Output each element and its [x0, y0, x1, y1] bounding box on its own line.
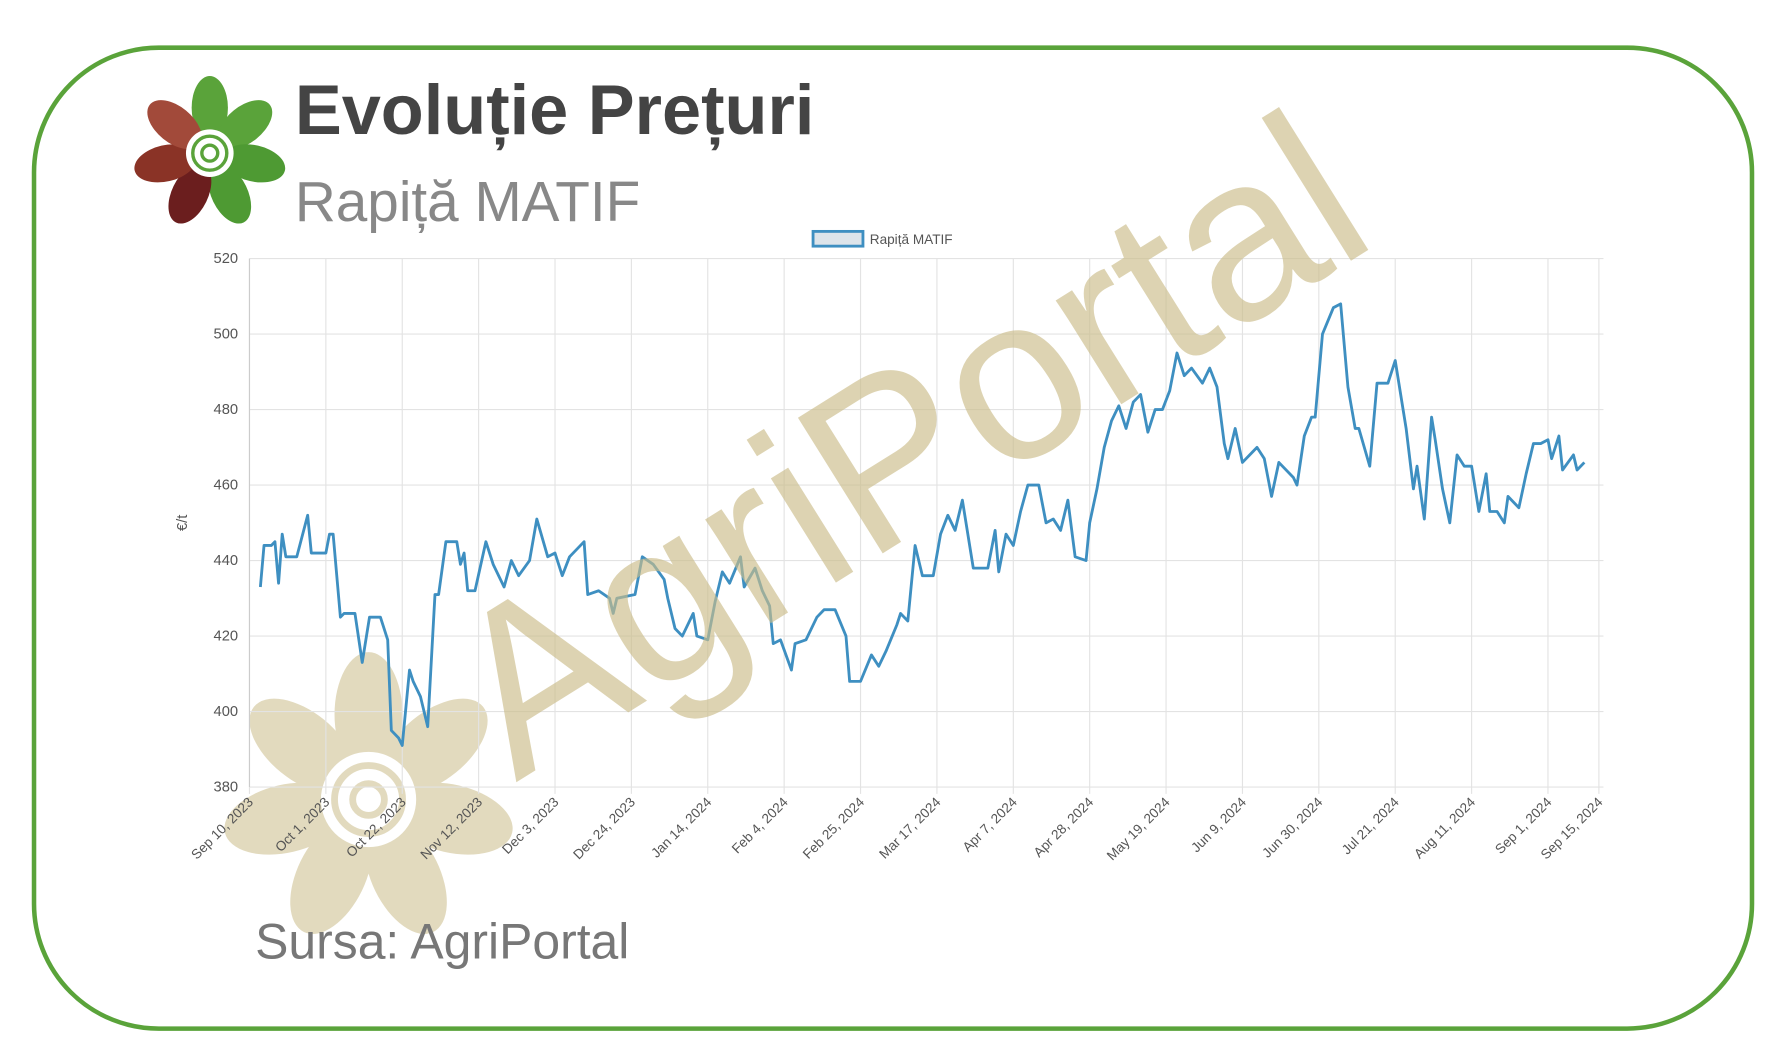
logo [134, 76, 286, 224]
y-axis-label: €/t [175, 515, 191, 531]
legend-label: Rapiță MATIF [870, 232, 953, 247]
source: Sursa: AgriPortal [255, 913, 629, 969]
y-tick-label: 520 [214, 251, 239, 267]
y-tick-label: 400 [214, 704, 239, 720]
y-tick-label: 460 [214, 478, 239, 494]
y-tick-label: 380 [214, 780, 239, 796]
title: Evoluție Prețuri [295, 70, 815, 150]
watermark-logo [224, 652, 513, 934]
legend-swatch [811, 229, 865, 248]
y-tick-label: 440 [214, 553, 239, 569]
plot: Rapiță MATIF [258, 229, 1586, 747]
subtitle: Rapiță MATIF [295, 171, 640, 234]
y-tick-label: 500 [214, 327, 239, 343]
y-tick-label: 480 [214, 402, 239, 418]
frame [31, 45, 1755, 1031]
price-line [258, 302, 1586, 747]
y-tick-label: 420 [214, 629, 239, 645]
